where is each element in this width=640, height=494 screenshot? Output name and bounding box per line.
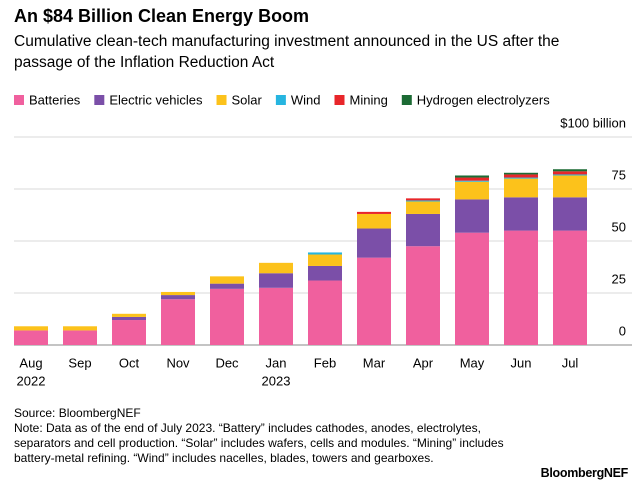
bar-segment <box>161 291 195 296</box>
legend-swatch <box>14 95 24 105</box>
bar-segment <box>455 181 489 200</box>
bar-segment <box>259 262 293 274</box>
bar-segment <box>553 169 587 172</box>
bar-segment <box>112 320 146 345</box>
bar-segment <box>63 326 97 331</box>
x-tick-label: Apr <box>413 355 434 370</box>
x-tick-label: May <box>460 355 485 370</box>
x-tick-label: Jan <box>266 355 287 370</box>
bar-segment <box>308 254 342 266</box>
y-tick-label: $100 billion <box>560 115 626 130</box>
bar-segment <box>504 177 538 179</box>
bar-segment <box>406 201 440 214</box>
legend-swatch <box>216 95 227 105</box>
bar-segment <box>161 295 195 300</box>
bar-segment <box>504 178 538 198</box>
bar-segment <box>210 288 244 345</box>
legend-swatch <box>401 95 412 105</box>
x-tick-label: Jul <box>562 355 579 370</box>
y-tick-label: 75 <box>612 167 626 182</box>
bar-segment <box>455 175 489 178</box>
bar-segment <box>406 198 440 201</box>
bar-segment <box>553 171 587 175</box>
y-tick-label: 25 <box>612 271 626 286</box>
bar-segment <box>63 330 97 345</box>
x-tick-label: Aug <box>19 355 42 370</box>
bar-segment <box>14 326 48 331</box>
bar-segment <box>308 265 342 281</box>
bar-segment <box>161 299 195 345</box>
legend-swatch <box>334 95 345 105</box>
x-tick-label: Mar <box>363 355 386 370</box>
legend-label: Wind <box>291 92 321 107</box>
bar-segment <box>553 174 587 176</box>
bar-segment <box>210 283 244 289</box>
bar-segment <box>112 313 146 317</box>
x-tick-label: Sep <box>68 355 91 370</box>
bar-segment <box>357 213 391 229</box>
bar-segment <box>357 211 391 214</box>
bar-segment <box>504 230 538 345</box>
chart: Batteries Electric vehicles Solar Wind Minin… <box>14 92 632 388</box>
bar-segment <box>455 199 489 233</box>
bar-segment <box>455 180 489 182</box>
bar-segment <box>406 246 440 345</box>
source: Source: BloombergNEF <box>14 406 141 420</box>
legend-label: Mining <box>350 92 388 107</box>
bar-segment <box>308 252 342 255</box>
bar-segment <box>259 287 293 345</box>
chart-subtitle: Cumulative clean-tech manufacturing inve… <box>14 33 560 71</box>
bar-segment <box>455 232 489 345</box>
bar-segment <box>308 280 342 345</box>
brand: BloombergNEF <box>540 466 629 480</box>
bar-segment <box>14 330 48 345</box>
x-tick-label: Oct <box>119 355 140 370</box>
note: Note: Data as of the end of July 2023. “… <box>14 421 504 465</box>
bar-segment <box>210 276 244 284</box>
bar-segment <box>455 177 489 181</box>
y-tick-label: 50 <box>612 219 626 234</box>
legend-label: Hydrogen electrolyzers <box>417 92 550 107</box>
bar-segment <box>357 228 391 258</box>
bar-segment <box>406 200 440 202</box>
x-tick-label: Nov <box>166 355 190 370</box>
y-tick-label: 0 <box>619 323 626 338</box>
bar-segment <box>553 175 587 198</box>
bar-segment <box>259 273 293 288</box>
x-tick-label: Feb <box>314 355 336 370</box>
bar-segment <box>357 257 391 345</box>
x-tick-label: Dec <box>215 355 239 370</box>
chart-title: An $84 Billion Clean Energy Boom <box>14 6 310 26</box>
bar-segment <box>504 197 538 231</box>
legend-swatch <box>275 95 286 105</box>
bar-segment <box>553 230 587 345</box>
x-tick-label: Jun <box>511 355 532 370</box>
x-tick-sublabel: 2023 <box>262 373 291 388</box>
bar-segment <box>553 197 587 231</box>
legend-label: Electric vehicles <box>109 92 203 107</box>
bar-segment <box>504 172 538 175</box>
legend-label: Solar <box>232 92 263 107</box>
bar-segment <box>504 174 538 178</box>
legend-swatch <box>94 95 105 105</box>
legend-label: Batteries <box>29 92 81 107</box>
x-tick-sublabel: 2022 <box>17 373 46 388</box>
bar-segment <box>406 213 440 247</box>
bar-segment <box>112 316 146 321</box>
